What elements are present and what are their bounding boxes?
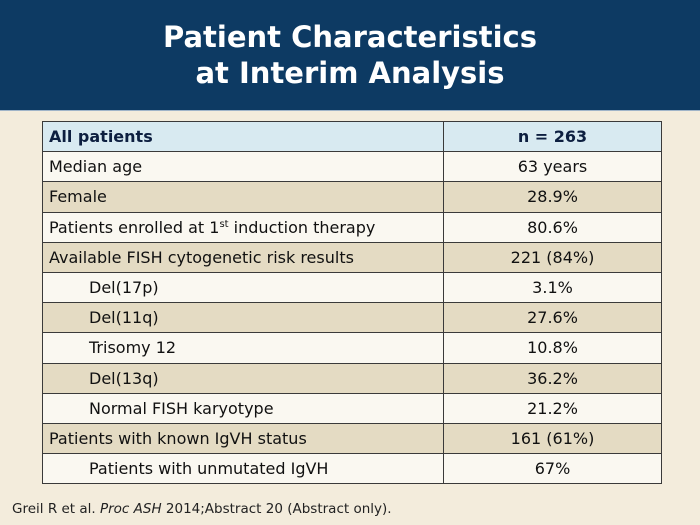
row-value: 221 (84%) (443, 241, 662, 273)
table-row: Patients enrolled at 1st induction thera… (42, 211, 662, 243)
table-row: Normal FISH karyotype 21.2% (42, 392, 662, 424)
row-label: Del(11q) (42, 302, 444, 334)
header-label: All patients (42, 120, 444, 153)
row-label-sup: st (219, 218, 229, 230)
slide-title-line-1: Patient Characteristics (163, 20, 537, 54)
row-value: 63 years (443, 151, 662, 183)
row-label-post: induction therapy (228, 217, 376, 237)
title-banner: Patient Characteristics at Interim Analy… (0, 0, 700, 111)
row-value: 67% (443, 453, 662, 485)
row-value: 36.2% (443, 362, 662, 394)
table-row: Patients with known IgVH status 161 (61%… (42, 422, 662, 455)
row-label: Patients with unmutated IgVH (42, 453, 444, 485)
citation-details: 2014;Abstract 20 (Abstract only). (161, 501, 392, 517)
row-label-pre: Patients enrolled at 1 (49, 217, 220, 237)
row-label: Patients enrolled at 1st induction thera… (42, 211, 444, 243)
row-label: Del(17p) (42, 271, 444, 304)
table-row: Female 28.9% (42, 181, 662, 213)
table-row: Patients with unmutated IgVH 67% (42, 453, 662, 485)
table-row: Trisomy 12 10.8% (42, 332, 662, 364)
row-label: Available FISH cytogenetic risk results (42, 241, 444, 273)
table-row: Del(11q) 27.6% (42, 302, 662, 334)
table-row: Del(13q) 36.2% (42, 362, 662, 394)
slide-title-line-2: at Interim Analysis (195, 56, 505, 90)
row-value: 161 (61%) (443, 422, 662, 455)
row-label: Trisomy 12 (42, 332, 444, 364)
row-value: 21.2% (443, 392, 662, 424)
row-value: 3.1% (443, 271, 662, 304)
row-value: 10.8% (443, 332, 662, 364)
citation-journal: Proc ASH (99, 501, 162, 517)
table-row: Available FISH cytogenetic risk results … (42, 241, 662, 273)
row-label: Del(13q) (42, 362, 444, 394)
row-value: 28.9% (443, 181, 662, 213)
citation: Greil R et al. Proc ASH 2014;Abstract 20… (12, 501, 392, 517)
table-row: Median age 63 years (42, 151, 662, 183)
table-row: Del(17p) 3.1% (42, 271, 662, 304)
row-value: 27.6% (443, 302, 662, 334)
citation-authors: Greil R et al. (12, 501, 100, 517)
row-value: 80.6% (443, 211, 662, 243)
table-header-row: All patients n = 263 (42, 120, 662, 153)
header-value: n = 263 (443, 120, 662, 153)
row-label: Normal FISH karyotype (42, 392, 444, 424)
row-label: Median age (42, 151, 444, 183)
row-label: Patients with known IgVH status (42, 422, 444, 455)
row-label: Female (42, 181, 444, 213)
patient-characteristics-table: All patients n = 263 Median age 63 years… (42, 120, 662, 485)
